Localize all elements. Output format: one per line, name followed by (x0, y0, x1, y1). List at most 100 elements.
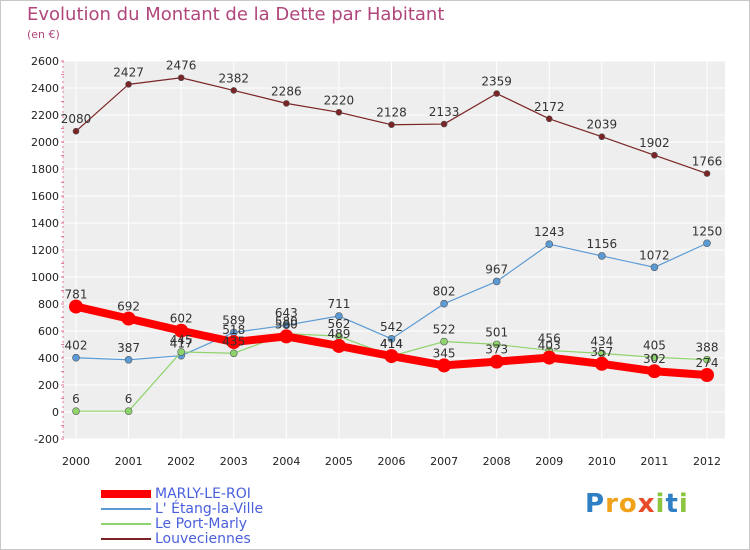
data-label: 2476 (166, 59, 197, 73)
x-tick-label: 2002 (167, 455, 195, 468)
data-label: 2172 (534, 100, 565, 114)
legend-swatch (101, 538, 151, 540)
data-label: 692 (117, 300, 140, 314)
data-label: 711 (327, 297, 350, 311)
data-point (177, 74, 185, 82)
y-tick-label: 1800 (31, 163, 59, 176)
data-label: 402 (65, 339, 88, 353)
y-tick-label: 200 (38, 379, 59, 392)
x-tick-label: 2004 (272, 455, 300, 468)
data-label: 387 (117, 341, 140, 355)
x-tick-label: 2006 (378, 455, 406, 468)
x-tick-label: 2001 (115, 455, 143, 468)
data-label: 1072 (639, 248, 670, 262)
data-point (69, 299, 83, 314)
data-point (177, 348, 185, 356)
data-point (384, 349, 399, 364)
data-label: 602 (170, 312, 193, 326)
data-point (545, 115, 553, 123)
data-label: 1243 (534, 225, 565, 239)
data-label: 302 (643, 352, 666, 366)
data-point (125, 81, 132, 88)
data-label: 373 (485, 343, 508, 357)
data-label: 518 (222, 323, 245, 337)
data-point (72, 127, 80, 135)
logo-letter: r (605, 489, 619, 519)
legend-swatch (101, 523, 151, 525)
data-point (437, 358, 452, 373)
logo-letter: i (655, 489, 666, 519)
data-point (121, 311, 136, 326)
data-label: 2359 (481, 75, 512, 89)
data-point (335, 109, 343, 116)
x-tick-label: 2007 (430, 455, 458, 468)
x-tick-label: 2003 (220, 455, 248, 468)
data-point (542, 350, 557, 365)
y-tick-label: 400 (38, 352, 59, 365)
data-point (72, 407, 80, 415)
y-tick-label: 2600 (31, 55, 59, 68)
logo-letter: P (585, 489, 606, 519)
data-point (331, 338, 346, 353)
data-point (647, 364, 662, 379)
data-label: 2133 (429, 105, 460, 119)
legend-label: L' Étang-la-Ville (155, 501, 264, 517)
data-label: 1902 (639, 136, 670, 150)
data-label: 345 (433, 346, 456, 360)
data-point (545, 240, 554, 248)
data-label: 1250 (692, 224, 723, 238)
legend-swatch (101, 490, 151, 498)
data-label: 417 (170, 337, 193, 351)
x-tick-label: 2005 (325, 455, 353, 468)
data-label: 6 (72, 392, 80, 406)
data-point (598, 252, 606, 260)
data-label: 2382 (218, 71, 249, 85)
data-label: 434 (590, 334, 613, 348)
data-label: 643 (275, 306, 298, 320)
data-label: 2080 (61, 112, 92, 126)
x-tick-label: 2012 (693, 455, 721, 468)
data-point (703, 170, 711, 177)
y-tick-label: 2200 (31, 109, 59, 122)
data-point (440, 337, 448, 346)
data-point (492, 277, 501, 286)
data-label: 274 (696, 356, 719, 370)
y-tick-label: 2400 (31, 82, 59, 95)
data-point (124, 355, 133, 364)
x-tick-label: 2009 (535, 455, 563, 468)
data-point (282, 321, 291, 329)
x-tick-label: 2000 (62, 455, 90, 468)
data-point (335, 312, 343, 320)
data-point (651, 151, 658, 159)
legend-label: MARLY-LE-ROI (155, 486, 251, 502)
data-point (700, 368, 714, 383)
data-point (230, 87, 238, 94)
data-label: 456 (538, 331, 561, 345)
data-label: 1766 (692, 155, 723, 169)
data-label: 542 (380, 320, 403, 334)
legend-label: Le Port-Marly (155, 516, 248, 532)
data-label: 522 (433, 323, 456, 337)
data-label: 560 (275, 317, 298, 331)
data-label: 2286 (271, 84, 302, 98)
data-label: 781 (65, 288, 88, 302)
data-label: 6 (125, 392, 133, 406)
data-label: 414 (380, 337, 403, 351)
data-label: 580 (275, 315, 298, 329)
logo-letter: t (665, 489, 679, 519)
data-label: 2220 (324, 93, 355, 107)
y-tick-label: 1600 (31, 190, 59, 203)
y-tick-label: 1000 (31, 271, 59, 284)
data-label: 802 (433, 285, 456, 299)
data-label: 2427 (113, 65, 144, 79)
data-point (174, 323, 189, 338)
data-label: 1156 (587, 237, 618, 251)
data-point (283, 100, 290, 107)
data-point (650, 263, 659, 272)
data-label: 405 (643, 338, 666, 352)
data-label: 967 (485, 262, 508, 276)
data-point (594, 356, 609, 371)
chart-title: Evolution du Montant de la Dette par Hab… (27, 4, 445, 25)
